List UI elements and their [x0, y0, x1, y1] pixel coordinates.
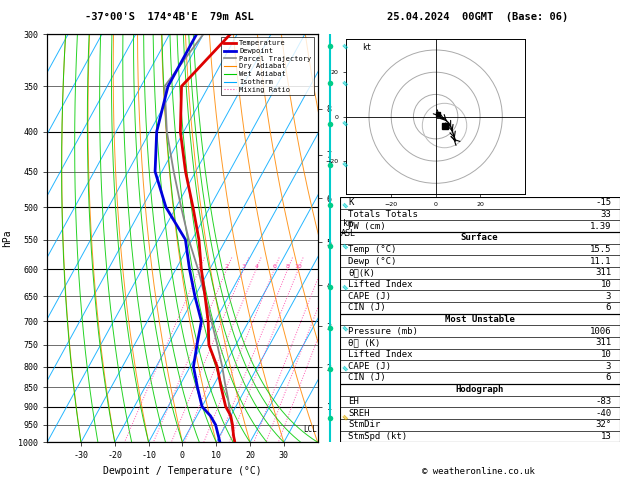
Text: Surface: Surface	[461, 233, 498, 242]
Text: ≡: ≡	[338, 200, 349, 211]
Bar	[340, 232, 620, 313]
Text: PW (cm): PW (cm)	[348, 222, 386, 230]
Text: 15.5: 15.5	[589, 245, 611, 254]
Text: ≡: ≡	[338, 241, 349, 252]
Text: 4: 4	[254, 264, 259, 269]
Text: Lifted Index: Lifted Index	[348, 350, 413, 359]
Text: 3: 3	[242, 264, 246, 269]
Text: © weatheronline.co.uk: © weatheronline.co.uk	[421, 467, 535, 476]
Text: 1.39: 1.39	[589, 222, 611, 230]
Y-axis label: km
ASL: km ASL	[341, 219, 356, 238]
Bar	[340, 313, 620, 384]
Text: EH: EH	[348, 397, 359, 406]
Text: 6: 6	[272, 264, 276, 269]
Text: CIN (J): CIN (J)	[348, 373, 386, 382]
Text: CIN (J): CIN (J)	[348, 303, 386, 312]
Text: LCL: LCL	[303, 425, 316, 434]
Text: StmDir: StmDir	[348, 420, 381, 429]
Text: Hodograph: Hodograph	[455, 385, 504, 394]
Text: ≡: ≡	[338, 412, 349, 423]
Text: Pressure (mb): Pressure (mb)	[348, 327, 418, 336]
Legend: Temperature, Dewpoint, Parcel Trajectory, Dry Adiabat, Wet Adiabat, Isotherm, Mi: Temperature, Dewpoint, Parcel Trajectory…	[221, 37, 314, 95]
Text: Lifted Index: Lifted Index	[348, 280, 413, 289]
Text: 13: 13	[601, 432, 611, 441]
Text: 3: 3	[606, 292, 611, 301]
Text: θᴇ (K): θᴇ (K)	[348, 338, 381, 347]
Text: θᴇ(K): θᴇ(K)	[348, 268, 375, 278]
Text: Most Unstable: Most Unstable	[445, 315, 515, 324]
Text: 6: 6	[606, 373, 611, 382]
Text: ≡: ≡	[338, 363, 349, 374]
Text: 25.04.2024  00GMT  (Base: 06): 25.04.2024 00GMT (Base: 06)	[387, 12, 569, 22]
Text: 3: 3	[606, 362, 611, 371]
Text: 1: 1	[198, 264, 201, 269]
Text: 33: 33	[601, 210, 611, 219]
Text: CAPE (J): CAPE (J)	[348, 292, 391, 301]
Text: K: K	[348, 198, 353, 207]
Text: 10: 10	[294, 264, 303, 269]
Text: -15: -15	[595, 198, 611, 207]
Text: 1006: 1006	[589, 327, 611, 336]
Text: 311: 311	[595, 338, 611, 347]
Text: -37°00'S  174°4B'E  79m ASL: -37°00'S 174°4B'E 79m ASL	[86, 12, 254, 22]
Text: 10: 10	[601, 280, 611, 289]
Bar	[340, 384, 620, 442]
Text: Temp (°C): Temp (°C)	[348, 245, 396, 254]
Bar	[340, 197, 620, 232]
Text: ≡: ≡	[338, 41, 349, 52]
Text: 6: 6	[606, 303, 611, 312]
Text: 11.1: 11.1	[589, 257, 611, 266]
Text: SREH: SREH	[348, 409, 370, 417]
Text: ≡: ≡	[338, 159, 349, 170]
Text: -83: -83	[595, 397, 611, 406]
Text: Totals Totals: Totals Totals	[348, 210, 418, 219]
Text: 8: 8	[286, 264, 290, 269]
Y-axis label: hPa: hPa	[3, 229, 13, 247]
Text: -40: -40	[595, 409, 611, 417]
Text: kt: kt	[362, 43, 372, 52]
Text: 2: 2	[225, 264, 229, 269]
Text: CAPE (J): CAPE (J)	[348, 362, 391, 371]
Text: ≡: ≡	[338, 281, 349, 293]
Text: Dewp (°C): Dewp (°C)	[348, 257, 396, 266]
Text: ≡: ≡	[338, 322, 349, 333]
Text: ≡: ≡	[338, 118, 349, 129]
X-axis label: Dewpoint / Temperature (°C): Dewpoint / Temperature (°C)	[103, 466, 262, 476]
Text: ≡: ≡	[338, 77, 349, 88]
Text: 32°: 32°	[595, 420, 611, 429]
Text: 311: 311	[595, 268, 611, 278]
Text: StmSpd (kt): StmSpd (kt)	[348, 432, 407, 441]
Text: 10: 10	[601, 350, 611, 359]
